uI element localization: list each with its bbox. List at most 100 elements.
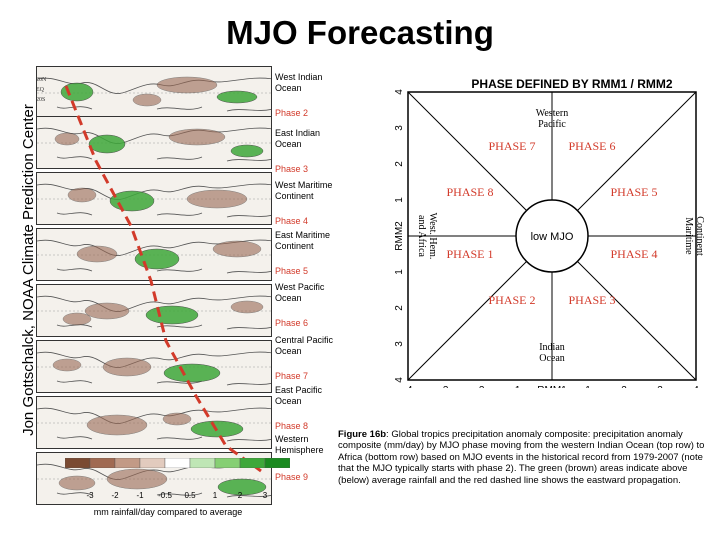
rmm-phase-diagram: PHASE DEFINED BY RMM1 / RMM2 low MJO PHASE…: [394, 77, 705, 388]
colorbar-swatch: [239, 458, 266, 468]
phase-sector-label: PHASE 6: [568, 139, 615, 153]
phase-label: Phase 4: [275, 216, 309, 226]
dry-anomaly: [168, 128, 226, 146]
x-tick-label: -3: [440, 385, 449, 388]
region-label: East Pacific Ocean: [275, 385, 323, 406]
phase-label: Phase 3: [275, 164, 309, 174]
region-label: Western Hemisphere: [275, 434, 324, 455]
colorbar-tick: 3: [262, 491, 268, 500]
colorbar-tick: 2: [237, 491, 243, 500]
x-tick-label: -1: [512, 385, 521, 388]
dry-anomaly: [54, 132, 80, 146]
dry-anomaly: [76, 245, 118, 263]
y-tick-label: 3: [394, 341, 405, 347]
y-tick-label: 1: [394, 269, 405, 275]
wet-anomaly: [88, 134, 126, 154]
map-image: [37, 351, 271, 386]
map-image: [37, 463, 271, 498]
phase-label: Phase 8: [275, 421, 309, 431]
svg-text:Pacific: Pacific: [538, 119, 566, 130]
wet-anomaly: [230, 144, 264, 158]
x-tick-label: -2: [476, 385, 485, 388]
x-tick-label: -4: [404, 385, 413, 388]
colorbar-swatch: [89, 458, 116, 468]
region-label: West Maritime Continent: [275, 180, 333, 201]
colorbar-swatch: [114, 458, 141, 468]
page-title: MJO Forecasting: [226, 14, 494, 51]
colorbar-tick: 1: [212, 491, 218, 500]
svg-text:4: 4: [394, 377, 405, 383]
dry-anomaly: [84, 302, 130, 320]
map-panel: [36, 340, 272, 393]
lat-label: 20N: [36, 77, 47, 83]
colorbar-tick: -2: [111, 491, 119, 500]
map-image: [37, 127, 271, 162]
x-axis-label: RMM1: [537, 385, 567, 388]
phase-label: Phase 9: [275, 472, 309, 482]
region-indian-ocean: Indian: [539, 342, 565, 353]
phase-label: Phase 7: [275, 371, 309, 381]
phase-sector-label: PHASE 4: [610, 247, 657, 261]
dry-anomaly: [106, 468, 168, 490]
x-tick-label: 1: [585, 385, 591, 388]
colorbar-swatch: [214, 458, 241, 468]
wet-anomaly: [60, 82, 94, 102]
region-label: West Indian Ocean: [275, 72, 323, 93]
colorbar-ticks: -3 -2 -1 -0.5 0.5 1 2 3: [50, 491, 290, 503]
precip-composite-maps: [36, 66, 272, 505]
colorbar-swatch: [164, 458, 191, 468]
dry-anomaly: [162, 412, 192, 426]
wet-anomaly: [217, 478, 267, 496]
y-tick-label: 1: [394, 197, 405, 203]
colorbar-caption: mm rainfall/day compared to average: [93, 507, 243, 517]
wet-anomaly: [216, 90, 258, 104]
figure-caption-label: Figure 16b: [338, 429, 387, 440]
propagation-line: [64, 85, 262, 473]
y-tick-label: 4: [394, 377, 405, 383]
colorbar-tick: -3: [86, 491, 94, 500]
region-label: West Pacific Ocean: [275, 282, 325, 303]
phase-label: Phase 2: [275, 108, 309, 118]
y-tick-label: 2: [394, 161, 405, 167]
svg-text:1: 1: [394, 269, 405, 275]
svg-text:3: 3: [394, 341, 405, 347]
dry-anomaly: [62, 312, 92, 326]
dry-anomaly: [156, 76, 218, 94]
region-western-pacific: Western: [536, 108, 569, 119]
dry-anomaly: [186, 189, 248, 209]
map-panel: [36, 116, 272, 169]
dry-anomaly: [102, 357, 152, 377]
svg-text:Maritime: Maritime: [683, 217, 694, 255]
dry-anomaly: [132, 93, 162, 107]
x-tick-label: 3: [657, 385, 663, 388]
svg-text:1: 1: [394, 197, 405, 203]
region-label: Central Pacific Ocean: [275, 335, 334, 356]
y-tick-label: 3: [394, 125, 405, 131]
svg-text:West. Hem.: West. Hem.: [427, 213, 438, 260]
svg-text:2: 2: [394, 161, 405, 167]
colorbar-swatch: [264, 458, 290, 468]
colorbar-tick: 0.5: [184, 491, 196, 500]
svg-text:and Africa: and Africa: [416, 215, 427, 257]
map-image: [37, 407, 271, 442]
dry-anomaly: [58, 475, 96, 491]
phase-sector-label: PHASE 1: [446, 247, 493, 261]
phase-sector-label: PHASE 8: [446, 185, 493, 199]
region-maritime-continent: Maritime Continent: [683, 216, 705, 256]
svg-text:4: 4: [394, 89, 405, 95]
y-tick-label: 4: [394, 89, 405, 95]
x-tick-label: 2: [621, 385, 627, 388]
colorbar-swatch: [189, 458, 216, 468]
region-label: East Indian Ocean: [275, 128, 321, 149]
map-image: [37, 76, 271, 112]
y-axis-label: RMM2: [394, 221, 405, 251]
region-west-hem-africa: West. Hem.and Africa: [416, 213, 438, 260]
y-tick-label: 2: [394, 305, 405, 311]
dry-anomaly: [52, 358, 82, 372]
dry-anomaly: [230, 300, 264, 314]
map-panel: [36, 172, 272, 225]
wet-anomaly: [163, 363, 221, 383]
phase-diagram-title: PHASE DEFINED BY RMM1 / RMM2: [471, 77, 672, 91]
x-tick-label: 4: [693, 385, 699, 388]
colorbar-swatch: [139, 458, 166, 468]
